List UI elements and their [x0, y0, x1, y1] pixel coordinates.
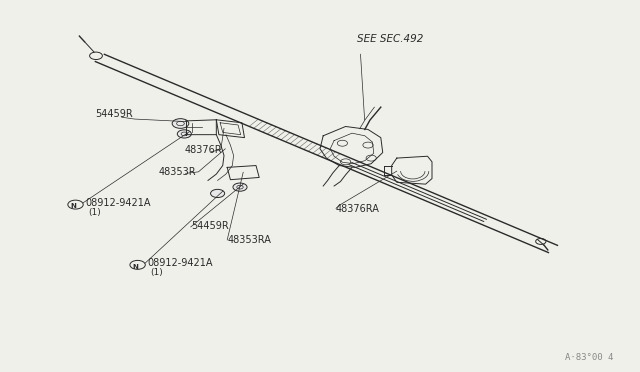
Text: 48376RA: 48376RA	[336, 204, 380, 214]
Text: A·83°00 4: A·83°00 4	[564, 353, 613, 362]
Text: N: N	[70, 203, 76, 209]
Text: 48376R: 48376R	[184, 144, 222, 154]
Circle shape	[211, 189, 225, 198]
Text: 48353R: 48353R	[159, 167, 196, 177]
Text: 48353RA: 48353RA	[227, 234, 271, 244]
Text: SEE SEC.492: SEE SEC.492	[357, 34, 424, 44]
Text: N: N	[132, 264, 138, 270]
Text: (1): (1)	[88, 208, 101, 217]
Circle shape	[177, 130, 191, 138]
Text: 08912-9421A: 08912-9421A	[147, 258, 212, 268]
Text: 54459R: 54459R	[95, 109, 132, 119]
Text: 08912-9421A: 08912-9421A	[85, 198, 150, 208]
Text: 54459R: 54459R	[191, 221, 228, 231]
Circle shape	[233, 183, 247, 191]
Circle shape	[172, 119, 189, 128]
Text: (1): (1)	[150, 268, 163, 277]
